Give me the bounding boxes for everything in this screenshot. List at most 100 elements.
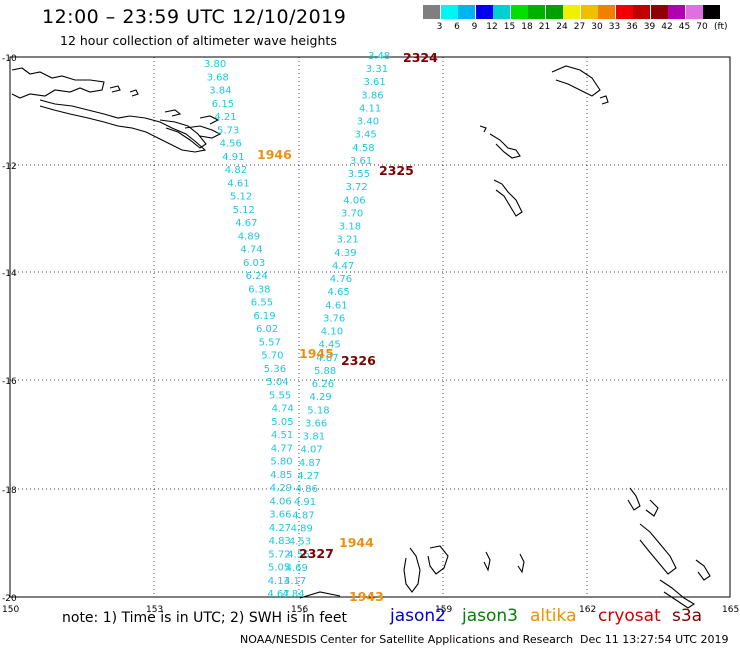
- coastline: [39, 99, 207, 153]
- longitude-label: 156: [291, 605, 308, 615]
- wave-height-value: 6.15: [212, 99, 234, 110]
- map-frame: [9, 56, 731, 598]
- wave-height-value: 4.10: [321, 327, 343, 338]
- wave-height-value: 4.84: [282, 589, 304, 600]
- pass-number-label: 1946: [257, 147, 292, 162]
- scale-swatch: [493, 5, 510, 19]
- wave-height-value: 4.27: [269, 523, 291, 534]
- scale-label: 36: [626, 22, 638, 32]
- wave-height-value: 5.18: [307, 405, 329, 416]
- scale-swatch: [528, 5, 545, 19]
- wave-height-value: 4.87: [316, 353, 338, 364]
- wave-height-value: 4.65: [328, 287, 350, 298]
- timestamp-text: Dec 11 13:27:54 UTC 2019: [580, 633, 729, 646]
- wave-height-value: 5.88: [314, 366, 336, 377]
- wave-height-value: 3.66: [269, 510, 291, 521]
- legend-jason3: jason3: [462, 606, 518, 626]
- scale-label: 30: [591, 22, 603, 32]
- wave-height-value: 4.47: [332, 261, 354, 272]
- coastline: [164, 109, 182, 117]
- latitude-label: -10: [2, 54, 17, 64]
- longitude-label: 153: [146, 605, 163, 615]
- wave-height-value: 4.45: [319, 340, 341, 351]
- wave-height-value: 4.61: [227, 178, 249, 189]
- scale-swatch: [685, 5, 703, 19]
- coastline: [11, 67, 105, 99]
- coastline: [599, 95, 609, 105]
- scale-label: 21: [538, 22, 551, 32]
- wave-height-value: 4.51: [271, 430, 293, 441]
- legend-altika: altika: [530, 606, 577, 626]
- scale-label: 39: [643, 22, 656, 32]
- wave-height-value: 4.91: [294, 497, 316, 508]
- wave-height-value: 4.83: [269, 536, 291, 547]
- wave-height-value: 3.48: [368, 51, 390, 62]
- wave-height-value: 3.40: [357, 117, 379, 128]
- wave-height-value: 3.70: [341, 209, 363, 220]
- wave-height-value: 4.39: [334, 248, 356, 259]
- wave-height-value: 4.85: [270, 470, 292, 481]
- legend-cryosat: cryosat: [598, 606, 661, 626]
- scale-swatch: [668, 5, 685, 19]
- wave-height-value: 6.38: [248, 284, 270, 295]
- scale-swatch: [510, 5, 528, 19]
- latitude-label: -16: [2, 377, 17, 387]
- credit-text: NOAA/NESDIS Center for Satellite Applica…: [240, 633, 574, 646]
- wave-height-value: 4.29: [270, 483, 292, 494]
- wave-height-value: 6.26: [312, 379, 334, 390]
- wave-height-value: 4.53: [289, 537, 311, 548]
- wave-height-value: 3.72: [346, 182, 368, 193]
- wave-height-value: 3.31: [366, 64, 388, 75]
- scale-label: 12: [486, 22, 498, 32]
- scale-label: 33: [608, 22, 621, 32]
- wave-height-value: 3.66: [305, 418, 327, 429]
- scale-swatch: [440, 5, 458, 19]
- coastline: [659, 579, 696, 609]
- wave-height-value: 5.05: [268, 563, 290, 574]
- scale-swatch: [703, 5, 720, 19]
- wave-height-value: 3.18: [339, 222, 361, 233]
- pass-number-label: 1943: [349, 589, 384, 604]
- longitude-label: 165: [722, 605, 739, 615]
- wave-height-value: 3.86: [361, 90, 383, 101]
- wave-height-value: 4.07: [301, 445, 323, 456]
- scale-swatch: [545, 5, 563, 19]
- scale-label: 15: [503, 22, 516, 32]
- scale-swatch: [598, 5, 615, 19]
- wave-height-value: 4.29: [310, 392, 332, 403]
- scale-swatch: [650, 5, 668, 19]
- coastline: [184, 125, 222, 139]
- coastline: [479, 125, 487, 133]
- scale-label: 70: [696, 22, 708, 32]
- coastline: [129, 89, 139, 97]
- latitude-label: -20: [2, 594, 17, 604]
- longitude-label: 162: [579, 605, 596, 615]
- wave-height-value: 4.69: [286, 563, 308, 574]
- scale-swatch: [475, 5, 493, 19]
- scale-label: 24: [556, 22, 568, 32]
- wave-height-value: 4.13: [268, 576, 290, 587]
- coastline: [403, 547, 421, 593]
- wave-height-value: 3.55: [348, 169, 370, 180]
- wave-height-value: 4.89: [291, 523, 313, 534]
- pass-number-label: 2325: [379, 163, 414, 178]
- wave-height-value: 3.80: [204, 59, 226, 70]
- wave-height-value: 4.89: [238, 231, 260, 242]
- wave-height-value: 4.58: [352, 143, 374, 154]
- pass-number-label: 1945: [299, 346, 334, 361]
- scale-swatch: [458, 5, 475, 19]
- coastline: [489, 133, 521, 159]
- coastline: [493, 179, 523, 217]
- wave-height-value: 4.76: [330, 274, 352, 285]
- scale-swatch: [633, 5, 650, 19]
- wave-height-value: 6.02: [256, 324, 278, 335]
- wave-height-value: 4.11: [359, 104, 381, 115]
- wave-height-value: 4.82: [225, 165, 247, 176]
- wave-height-value: 5.70: [261, 351, 283, 362]
- wave-height-value: 5.73: [217, 125, 239, 136]
- wave-height-value: 3.68: [207, 72, 229, 83]
- scale-label: 27: [573, 22, 586, 32]
- scale-label: 6: [454, 22, 460, 32]
- wave-height-value: 5.36: [264, 364, 286, 375]
